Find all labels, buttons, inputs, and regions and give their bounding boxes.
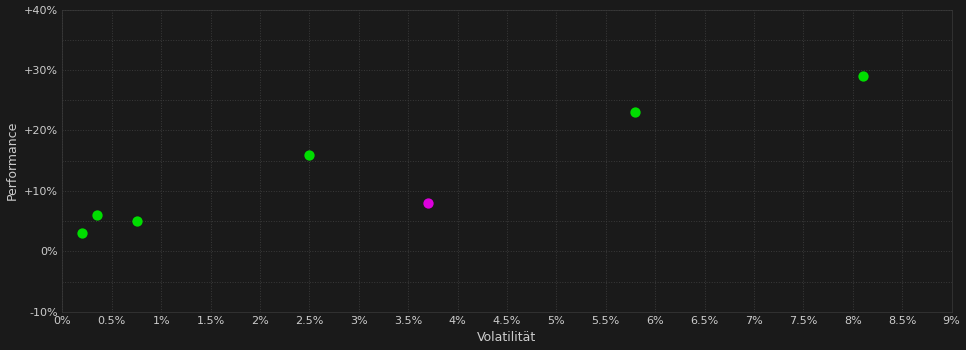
Point bbox=[128, 218, 144, 224]
X-axis label: Volatilität: Volatilität bbox=[477, 331, 536, 344]
Point bbox=[628, 110, 643, 115]
Y-axis label: Performance: Performance bbox=[6, 121, 18, 200]
Point bbox=[855, 73, 870, 79]
Point bbox=[301, 152, 317, 158]
Point bbox=[420, 200, 436, 206]
Point bbox=[74, 230, 90, 236]
Point bbox=[89, 212, 104, 218]
